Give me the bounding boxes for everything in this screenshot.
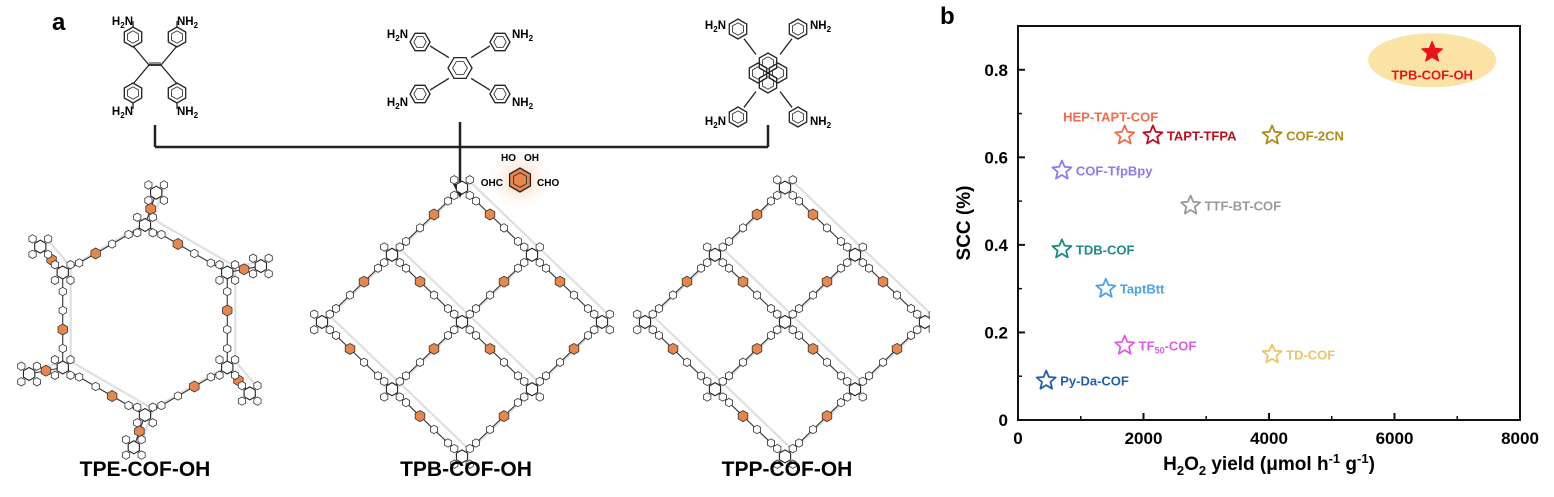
cho-left-label: OHC <box>481 178 503 189</box>
x-tick-label: 4000 <box>1250 429 1288 448</box>
point-tapt-tfpa <box>1142 124 1164 145</box>
highlight-ellipse <box>1368 33 1497 88</box>
nh2-label: NH2 <box>177 106 199 120</box>
point-label-taptbtt: TaptBtt <box>1120 282 1165 297</box>
y-tick-label: 0.2 <box>984 323 1008 342</box>
point-cof-tfpbpy <box>1051 159 1073 180</box>
point-label-cof-tfpbpy: COF-TfpBpy <box>1076 163 1153 178</box>
point-cof-2cn <box>1261 124 1283 145</box>
nh2-label: H2N <box>387 97 408 111</box>
nh2-label: NH2 <box>810 20 832 34</box>
point-td-cof <box>1261 343 1283 364</box>
point-label-tdb-cof: TDB-COF <box>1076 242 1135 257</box>
nh2-label: H2N <box>705 20 726 34</box>
point-label-py-da-cof: Py-Da-COF <box>1060 374 1129 389</box>
tpp-amine-monomer: H2N NH2 H2N NH2 <box>705 18 832 130</box>
x-tick-label: 6000 <box>1376 429 1414 448</box>
panel-a-schematic: a H2N NH2 H2N NH2 H2N NH2 H2N NH2 H2N NH2 H2N NH2… <box>17 9 930 481</box>
point-label-cof-2cn: COF-2CN <box>1286 128 1344 143</box>
point-label-tpb-cof-oh: TPB-COF-OH <box>1391 67 1473 82</box>
nh2-label: H2N <box>112 16 133 30</box>
tpe-cof-oh-framework <box>17 180 273 460</box>
dihydroxy-dialdehyde-linker: OHC CHO HO OH <box>481 146 559 214</box>
nh2-label: NH2 <box>512 29 534 43</box>
y-tick-label: 0.8 <box>984 61 1008 80</box>
point-label-td-cof: TD-COF <box>1286 347 1335 362</box>
point-tf50-cof <box>1114 334 1136 355</box>
tpb-amine-monomer: H2N NH2 H2N NH2 <box>387 29 534 111</box>
x-axis-label: H2O2 yield (μmol h-1 g-1) <box>1163 451 1375 478</box>
tpe-amine-monomer: H2N NH2 H2N NH2 <box>112 16 199 120</box>
point-hep-tapt-cof <box>1114 124 1136 145</box>
point-label-ttf-bt-cof: TTF-BT-COF <box>1205 198 1282 213</box>
panel-b-letter: b <box>940 3 955 30</box>
point-ttf-bt-cof <box>1180 194 1202 215</box>
y-tick-label: 0 <box>999 411 1008 430</box>
point-label-tf50-cof: TF50-COF <box>1139 339 1197 356</box>
y-tick-label: 0.6 <box>984 148 1008 167</box>
nh2-label: H2N <box>387 29 408 43</box>
point-label-hep-tapt-cof: HEP-TAPT-COF <box>1063 109 1158 124</box>
x-tick-label: 2000 <box>1125 429 1163 448</box>
y-axis-label: SCC (%) <box>954 186 975 261</box>
point-tdb-cof <box>1051 238 1073 259</box>
y-tick-label: 0.4 <box>984 236 1008 255</box>
point-taptbtt <box>1095 277 1117 298</box>
point-label-tapt-tfpa: TAPT-TFPA <box>1167 128 1237 143</box>
nh2-label: H2N <box>705 116 726 130</box>
reaction-connector <box>153 122 770 186</box>
oh-right-label: OH <box>524 153 539 164</box>
nh2-label: NH2 <box>810 116 832 130</box>
x-tick-label: 0 <box>1013 429 1022 448</box>
plot-area: 0 2000 4000 6000 8000 0 0.2 0.4 0.6 0.8 TPB-COF-OH… <box>984 25 1539 448</box>
oh-left-label: HO <box>501 153 516 164</box>
cho-right-label: CHO <box>537 178 559 189</box>
nh2-label: NH2 <box>512 97 534 111</box>
tpp-cof-oh-framework <box>633 175 930 469</box>
cof-name-tpe: TPE-COF-OH <box>80 458 211 481</box>
nh2-label: H2N <box>112 106 133 120</box>
x-tick-label: 8000 <box>1501 429 1539 448</box>
panel-a-letter: a <box>52 9 66 36</box>
point-tpb-cof-oh <box>1421 40 1444 62</box>
point-py-da-cof <box>1035 369 1057 390</box>
nh2-label: NH2 <box>177 16 199 30</box>
cof-name-tpb: TPB-COF-OH <box>400 458 532 481</box>
tpb-cof-oh-framework <box>310 175 614 469</box>
panel-b-chart: b 0 2000 4000 6000 8000 0 0.2 0.4 0.6 0.8 TPB-COF-… <box>940 3 1539 478</box>
cof-name-tpp: TPP-COF-OH <box>722 458 853 481</box>
